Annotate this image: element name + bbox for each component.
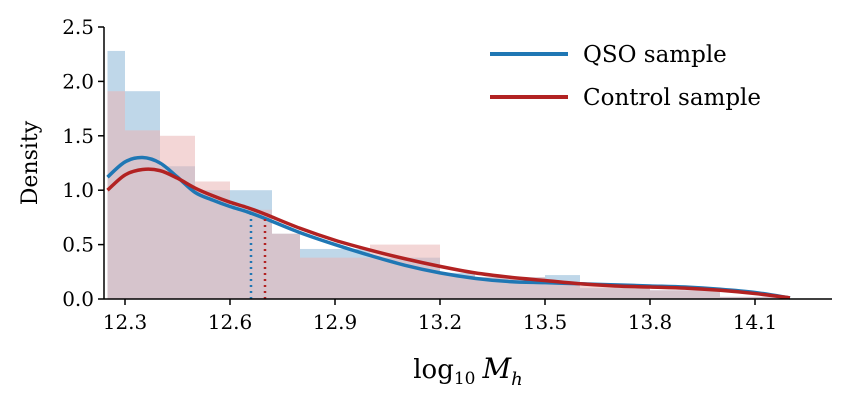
hist-bar-control-10 xyxy=(545,283,580,299)
y-tick-label: 0.5 xyxy=(62,233,94,257)
hist-bar-control-13 xyxy=(720,296,790,299)
x-tick-label: 12.3 xyxy=(103,310,148,334)
hist-bar-control-12 xyxy=(650,290,720,299)
kde-line-control xyxy=(106,167,791,300)
y-tick-label: 1.0 xyxy=(62,178,94,202)
legend-label-qso: QSO sample xyxy=(583,42,727,68)
x-tick-label: 14.1 xyxy=(733,310,778,334)
x-tick-label: 13.2 xyxy=(418,310,463,334)
x-tick-label: 12.9 xyxy=(313,310,358,334)
hist-bar-control-11 xyxy=(580,285,650,299)
x-tick-label: 13.8 xyxy=(628,310,673,334)
hist-bar-control-8 xyxy=(440,275,475,299)
x-axis-label: log10 Mh xyxy=(413,352,523,390)
kde-lines xyxy=(106,155,791,300)
y-tick-label: 1.5 xyxy=(62,124,94,148)
legend: QSO sample Control sample xyxy=(490,42,761,111)
hist-bar-control-6 xyxy=(300,257,370,299)
hist-bar-control-0 xyxy=(107,91,125,299)
hist-bar-control-4 xyxy=(230,209,272,299)
y-tick-label: 2.5 xyxy=(62,15,94,39)
x-tick-label: 13.5 xyxy=(523,310,568,334)
y-axis-label: Density xyxy=(18,120,43,205)
hist-bar-control-5 xyxy=(272,233,300,299)
y-tick-label: 2.0 xyxy=(62,69,94,93)
hist-bar-control-2 xyxy=(160,135,195,299)
legend-label-control: Control sample xyxy=(583,85,761,111)
y-tick-label: 0.0 xyxy=(62,287,94,311)
hist-bar-control-1 xyxy=(125,130,160,299)
axes: 0.0 0.5 1.0 1.5 2.0 2.5 12.3 12.6 12.9 13.2 13.5 13… xyxy=(62,15,832,334)
x-tick-label: 12.6 xyxy=(208,310,253,334)
